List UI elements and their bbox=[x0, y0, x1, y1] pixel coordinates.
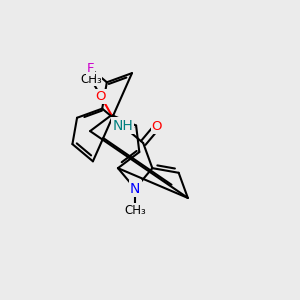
Text: F: F bbox=[87, 62, 94, 75]
Text: O: O bbox=[96, 90, 106, 103]
Text: NH: NH bbox=[112, 119, 133, 133]
Text: N: N bbox=[130, 182, 140, 196]
Text: CH₃: CH₃ bbox=[124, 203, 146, 217]
Text: CH₃: CH₃ bbox=[80, 73, 102, 85]
Text: O: O bbox=[152, 120, 162, 133]
